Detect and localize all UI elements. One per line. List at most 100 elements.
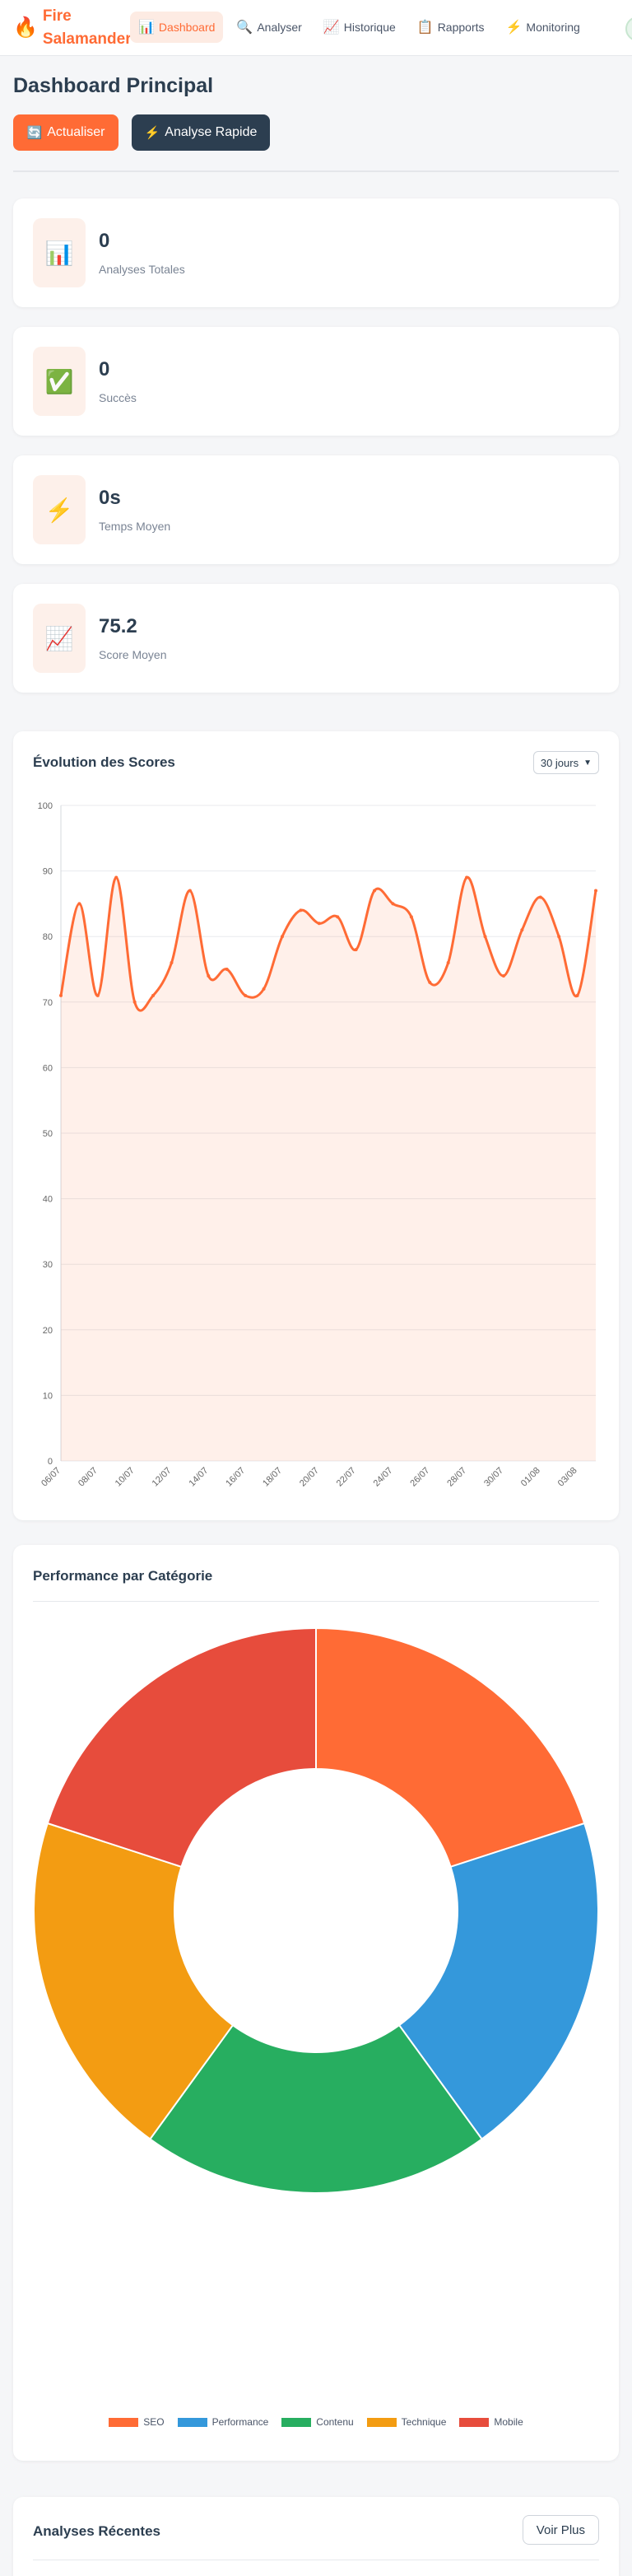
x-tick-label: 03/08: [556, 1466, 579, 1489]
data-point: [538, 895, 542, 899]
data-point: [575, 993, 579, 997]
nav-item-monitoring[interactable]: ⚡ Monitoring: [498, 12, 588, 43]
legend-label: SEO: [143, 2416, 165, 2428]
stat-card-average-score: 📈 75.2 Score Moyen: [13, 584, 619, 693]
nav-item-label: Historique: [343, 21, 396, 34]
data-point: [225, 968, 229, 971]
lightning-icon: ⚡: [505, 21, 523, 35]
data-point: [207, 973, 211, 978]
status-indicator[interactable]: [625, 16, 632, 41]
donut-slice-technique: [33, 1822, 235, 2140]
recent-analyses-panel: Analyses Récentes Voir Plus: [13, 2497, 619, 2576]
y-tick-label: 40: [43, 1195, 53, 1205]
trend-chart-icon: 📈: [33, 604, 86, 673]
chart-legend: SEO Performance Contenu Technique Mobile: [13, 2416, 619, 2428]
nav-item-label: Analyser: [257, 21, 302, 34]
x-tick-label: 28/07: [445, 1466, 468, 1489]
x-tick-label: 06/07: [40, 1466, 63, 1489]
data-point: [114, 875, 118, 880]
data-point: [151, 993, 156, 997]
legend-label: Mobile: [494, 2416, 523, 2428]
panel-title: Analyses Récentes: [33, 2523, 160, 2539]
refresh-button[interactable]: 🔄 Actualiser: [13, 114, 118, 151]
quick-analysis-label: Analyse Rapide: [165, 125, 258, 139]
y-tick-label: 70: [43, 998, 53, 1008]
chevron-down-icon: ▼: [583, 758, 592, 768]
donut-slice-seo: [315, 1626, 586, 1869]
stat-label: Temps Moyen: [99, 520, 171, 533]
data-point: [280, 935, 284, 939]
x-tick-label: 08/07: [77, 1466, 100, 1489]
panel-divider: [33, 1601, 599, 1602]
nav-item-label: Rapports: [437, 21, 485, 34]
data-point: [95, 993, 100, 997]
quick-analysis-button[interactable]: ⚡ Analyse Rapide: [132, 114, 270, 151]
data-point: [77, 902, 81, 906]
y-tick-label: 80: [43, 932, 53, 942]
stat-value: 0: [99, 358, 110, 380]
score-evolution-panel: Évolution des Scores 30 jours ▼ 0 10 20 30 4…: [13, 731, 619, 1520]
legend-item[interactable]: Technique: [366, 2416, 447, 2428]
y-tick-label: 50: [43, 1129, 53, 1139]
data-point: [465, 875, 469, 880]
category-donut-chart: [33, 1626, 599, 2194]
data-point: [483, 935, 487, 939]
data-point: [409, 915, 413, 919]
see-more-button[interactable]: Voir Plus: [522, 2515, 599, 2545]
nav-item-rapports[interactable]: 📋 Rapports: [409, 12, 493, 43]
panel-title: Évolution des Scores: [33, 754, 175, 770]
refresh-label: Actualiser: [47, 125, 105, 139]
stat-label: Succès: [99, 391, 137, 404]
y-tick-label: 10: [43, 1391, 53, 1401]
x-tick-label: 26/07: [408, 1466, 431, 1489]
data-point: [59, 993, 63, 997]
check-mark-icon: ✅: [33, 347, 86, 416]
series-area: [61, 877, 596, 1461]
y-tick-label: 30: [43, 1260, 53, 1270]
nav-item-analyser[interactable]: 🔍 Analyser: [228, 12, 309, 43]
range-select-value: 30 jours: [540, 756, 579, 769]
data-point: [428, 980, 432, 984]
stat-card-average-time: ⚡ 0s Temps Moyen: [13, 455, 619, 564]
data-point: [520, 928, 524, 932]
top-navbar: 🔥 Fire Salamander 📊 Dashboard 🔍 Analyser…: [0, 0, 632, 56]
stat-value: 0s: [99, 487, 121, 509]
stat-label: Score Moyen: [99, 648, 167, 661]
legend-label: Contenu: [316, 2416, 354, 2428]
lightning-icon: ⚡: [33, 475, 86, 544]
nav-item-dashboard[interactable]: 📊 Dashboard: [130, 12, 224, 43]
bar-chart-icon: 📊: [138, 21, 155, 35]
data-point: [317, 922, 321, 926]
y-tick-label: 60: [43, 1063, 53, 1073]
nav-item-historique[interactable]: 📈 Historique: [315, 12, 404, 43]
x-tick-label: 16/07: [224, 1466, 247, 1489]
category-performance-panel: Performance par Catégorie SEO Performance…: [13, 1545, 619, 2461]
legend-item[interactable]: Mobile: [459, 2416, 523, 2428]
legend-item[interactable]: SEO: [109, 2416, 165, 2428]
stat-card-total-analyses: 📊 0 Analyses Totales: [13, 198, 619, 307]
data-point: [132, 1000, 137, 1004]
legend-label: Technique: [401, 2416, 447, 2428]
fire-icon: 🔥: [13, 16, 38, 39]
stat-card-success: ✅ 0 Succès: [13, 327, 619, 436]
x-tick-label: 22/07: [335, 1466, 358, 1489]
stat-value: 0: [99, 230, 110, 252]
legend-item[interactable]: Performance: [177, 2416, 268, 2428]
data-point: [501, 973, 505, 978]
range-select[interactable]: 30 jours ▼: [532, 751, 599, 774]
data-point: [299, 908, 303, 912]
nav-item-label: Monitoring: [526, 21, 580, 34]
x-tick-label: 14/07: [187, 1466, 210, 1489]
donut-slice-contenu: [148, 2023, 484, 2194]
y-tick-label: 100: [38, 801, 53, 811]
x-tick-label: 18/07: [261, 1466, 284, 1489]
y-tick-label: 90: [43, 867, 53, 877]
legend-item[interactable]: Contenu: [281, 2416, 354, 2428]
brand[interactable]: 🔥 Fire Salamander: [13, 5, 142, 51]
refresh-icon: 🔄: [26, 126, 43, 140]
page-title: Dashboard Principal: [13, 74, 214, 97]
bar-chart-icon: 📊: [33, 218, 86, 287]
data-point: [373, 889, 377, 893]
data-point: [244, 993, 248, 997]
data-point: [354, 948, 358, 952]
